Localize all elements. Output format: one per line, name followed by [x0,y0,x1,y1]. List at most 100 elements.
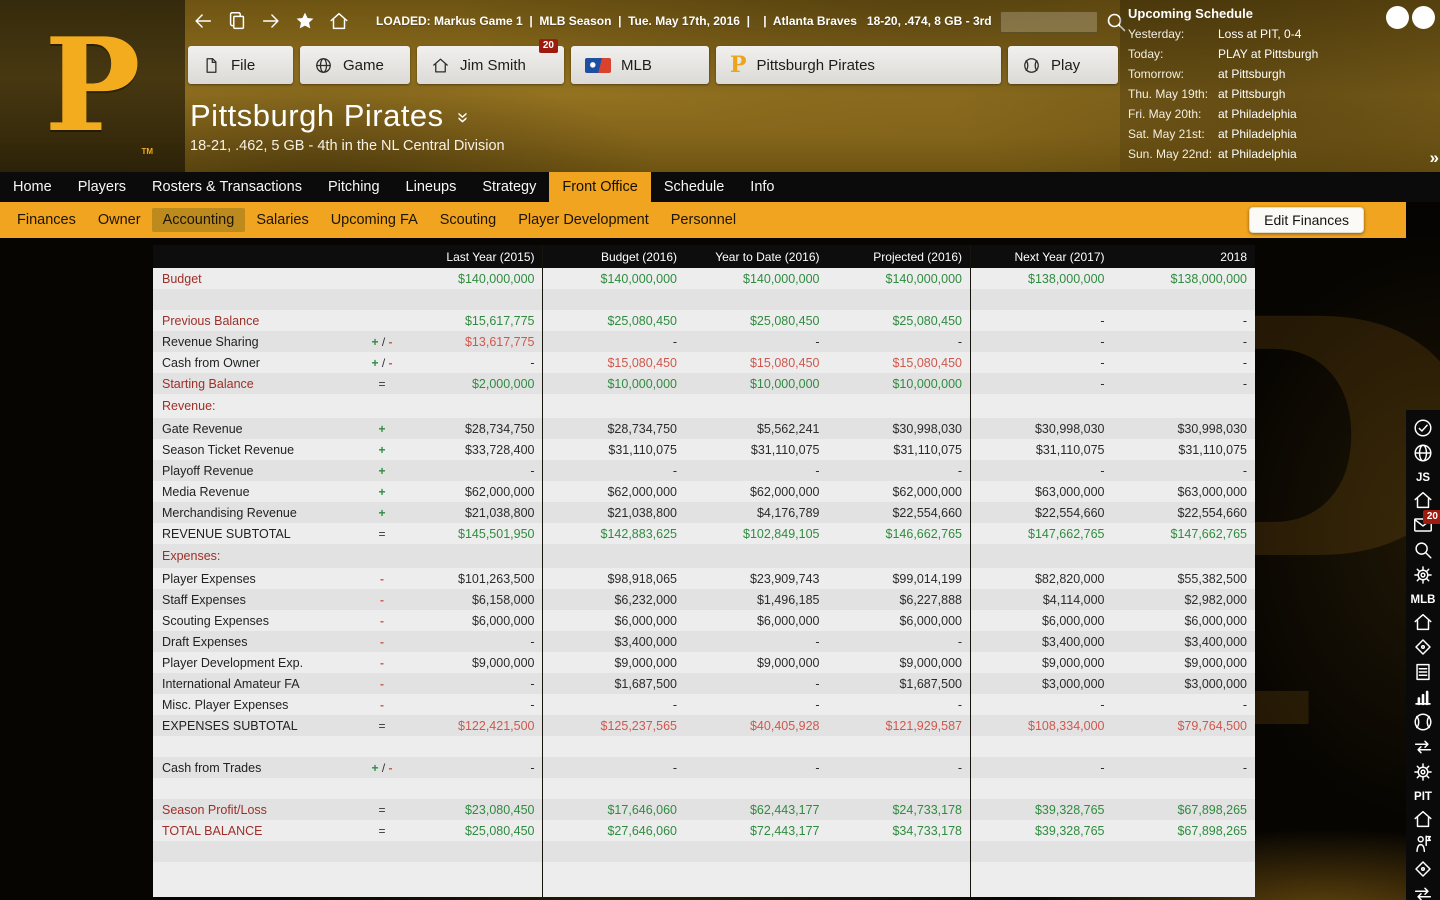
row-operator: + [378,463,386,478]
tab-pitching[interactable]: Pitching [327,179,380,195]
trademark-label: TM [141,147,153,156]
rail-swap-button[interactable] [1412,736,1434,758]
rail-home-button[interactable] [1412,489,1434,511]
rail-swap-button[interactable] [1412,883,1434,900]
team-logo[interactable]: P TM [0,0,185,172]
cell-value: $140,000,000 [885,271,962,286]
copy-icon[interactable] [226,10,248,32]
cell-value: $9,000,000 [756,655,820,670]
button-manager[interactable]: Jim Smith 20 [417,39,564,84]
finance-row: International Amateur FA - - $1,687,500 - $1,… [153,673,1255,694]
tab-players[interactable]: Players [77,179,127,195]
tab-rosters-transactions[interactable]: Rosters & Transactions [152,179,302,195]
subtab-personnel[interactable]: Personnel [670,212,737,228]
cell-value: $9,000,000 [471,655,535,670]
expand-chevron-icon[interactable]: » [1429,148,1439,167]
bookmark-star-icon[interactable] [294,10,316,32]
cell-value: $72,443,177 [749,823,820,838]
button-mlb[interactable]: MLB [571,46,709,84]
cell-value: $125,237,565 [600,718,677,733]
rail-home-button[interactable] [1412,611,1434,633]
cell-value: $25,080,450 [607,313,677,328]
cell-value: - [815,463,820,478]
window-dot-icon[interactable] [1386,6,1409,29]
home-icon [1412,808,1434,830]
tab-home[interactable]: Home [13,179,52,195]
chart-icon [1412,686,1434,708]
subtab-player-development[interactable]: Player Development [518,212,649,228]
row-label: Cash from Owner [162,355,260,370]
schedule-row-value: at Philadelphia [1218,107,1297,121]
rail-check-circle-button[interactable] [1412,417,1434,439]
subtab-accounting[interactable]: Accounting [151,208,246,232]
cell-value: $2,982,000 [1184,592,1247,607]
finance-row [153,841,1255,862]
main-button-row: File Game Jim Smith 20 MLB P Pittsburgh Pirate… [188,39,1118,84]
schedule-row: Yesterday: Loss at PIT, 0-4 [1120,24,1440,44]
rail-globe-button[interactable] [1412,442,1434,464]
page-title: Pittsburgh Pirates [190,98,444,133]
row-label: Misc. Player Expenses [162,697,289,712]
rail-baseball-button[interactable] [1412,711,1434,733]
cell-value: - [672,760,677,775]
button-team[interactable]: P Pittsburgh Pirates [716,46,1001,84]
chevron-double-down-icon[interactable]: » [451,111,474,121]
row-label: Merchandising Revenue [162,505,297,520]
baseball-icon [1412,711,1434,733]
subtab-finances[interactable]: Finances [17,212,76,228]
rail-diamond-button[interactable] [1412,858,1434,880]
row-label: Expenses: [162,549,221,563]
subtab-salaries[interactable]: Salaries [256,212,309,228]
rail-home-button[interactable] [1412,808,1434,830]
subtab-scouting[interactable]: Scouting [439,212,497,228]
row-label: Player Development Exp. [162,655,304,670]
search-icon[interactable] [1104,10,1128,34]
column-divider [970,245,971,897]
rail-diamond-button[interactable] [1412,636,1434,658]
tab-info[interactable]: Info [750,179,775,195]
subtab-owner[interactable]: Owner [97,212,141,228]
button-play[interactable]: Play [1008,46,1118,84]
button-game[interactable]: Game [300,46,410,84]
cell-value: $31,110,075 [750,442,820,457]
tab-lineups[interactable]: Lineups [405,179,457,195]
window-dot-icon[interactable] [1412,6,1435,29]
back-icon[interactable] [192,10,214,32]
cell-value: - [530,697,535,712]
forward-icon[interactable] [260,10,282,32]
sub-nav: Finances Owner Accounting Salaries Upcoming … [0,202,1406,238]
cell-value: $121,929,587 [885,718,962,733]
cell-value: $6,000,000 [756,613,820,628]
edit-finances-button[interactable]: Edit Finances [1249,207,1364,233]
button-label: File [231,56,256,74]
tab-schedule[interactable]: Schedule [663,179,725,195]
cell-value: $15,617,775 [464,313,535,328]
finance-row: Season Ticket Revenue + $33,728,400 $31,110… [153,439,1255,460]
rail-gear-button[interactable] [1412,564,1434,586]
rail-mail-button[interactable]: 20 [1412,509,1440,536]
home-icon[interactable] [328,10,350,32]
finance-row: Media Revenue + $62,000,000 $62,000,000 $62,… [153,481,1255,502]
cell-value: $39,328,765 [1034,802,1105,817]
rail-search-button[interactable] [1412,539,1434,561]
cell-value: $3,400,000 [1184,634,1247,649]
rail-gear-button[interactable] [1412,761,1434,783]
subtab-upcoming-fa[interactable]: Upcoming FA [330,212,418,228]
rail-chart-button[interactable] [1412,686,1434,708]
finance-row: Player Expenses - $101,263,500 $98,918,065 $… [153,568,1255,589]
finance-row: Revenue: [153,394,1255,418]
tab-front-office[interactable]: Front Office [549,172,651,202]
row-operator: + / - [371,760,393,775]
tab-strategy[interactable]: Strategy [482,179,537,195]
search-input[interactable] [1000,11,1098,33]
cell-value: $62,000,000 [749,484,820,499]
button-file[interactable]: File [188,46,293,84]
row-operator: + / - [371,334,393,349]
rail-list-button[interactable] [1412,661,1434,683]
cell-value: $62,443,177 [749,802,820,817]
schedule-row: Thu. May 19th: at Pittsburgh [1120,84,1440,104]
rail-person-button[interactable] [1412,833,1434,855]
cell-value: - [1100,376,1105,391]
cell-value: - [815,697,820,712]
schedule-row-value: at Pittsburgh [1218,87,1286,101]
